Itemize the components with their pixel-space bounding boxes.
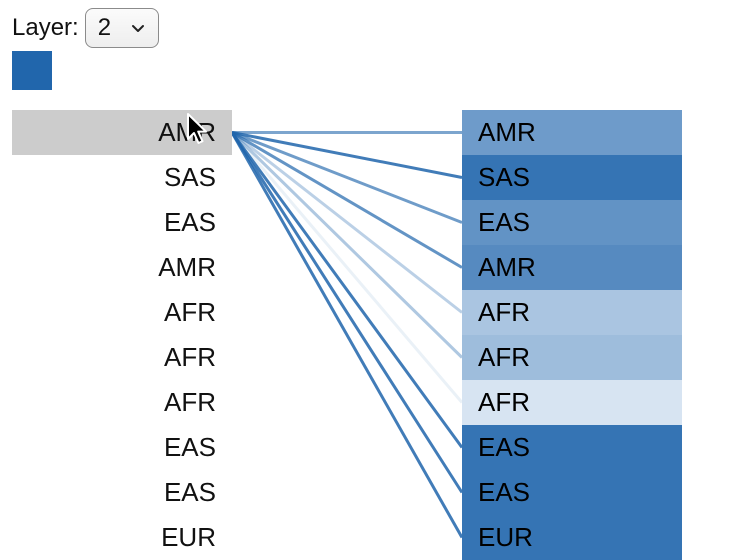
attention-link	[230, 131, 464, 359]
attention-link	[230, 131, 464, 539]
left-token-column: AMR SAS EAS AMR AFR AFR AFR EAS EAS EUR	[12, 110, 232, 560]
left-token[interactable]: EAS	[163, 477, 216, 507]
layer-select-value: 2	[97, 14, 112, 41]
attention-link	[231, 131, 463, 179]
right-token[interactable]: EAS	[462, 200, 682, 245]
left-token[interactable]: EAS	[163, 432, 216, 462]
right-token[interactable]: SAS	[462, 155, 682, 200]
right-token[interactable]: AMR	[462, 110, 682, 155]
left-token[interactable]: AMR	[12, 110, 232, 155]
left-token[interactable]: EUR	[161, 522, 216, 552]
layer-select[interactable]: 2	[84, 8, 159, 48]
left-token[interactable]: AFR	[164, 342, 216, 372]
left-token[interactable]: SAS	[163, 162, 216, 192]
left-token[interactable]: AMR	[158, 252, 216, 282]
chevron-down-icon	[131, 25, 144, 32]
left-token[interactable]: AFR	[164, 297, 216, 327]
head-color-swatch[interactable]	[12, 51, 52, 90]
right-token-column: AMR SAS EAS AMR AFR AFR AFR EAS EAS EUR	[462, 110, 682, 560]
layer-label: Layer:	[12, 14, 79, 41]
attention-link	[230, 131, 464, 449]
attention-link	[230, 131, 464, 404]
right-token[interactable]: EAS	[462, 425, 682, 470]
right-token[interactable]: EUR	[462, 515, 682, 560]
right-token[interactable]: AFR	[462, 335, 682, 380]
right-token[interactable]: AFR	[462, 290, 682, 335]
attention-link	[231, 131, 463, 314]
left-token[interactable]: EAS	[163, 207, 216, 237]
attention-link	[231, 131, 463, 269]
right-token[interactable]: EAS	[462, 470, 682, 515]
layer-controls: Layer: 2	[12, 8, 159, 48]
right-token[interactable]: AFR	[462, 380, 682, 425]
left-token[interactable]: AFR	[164, 387, 216, 417]
right-token[interactable]: AMR	[462, 245, 682, 290]
attention-link	[230, 131, 464, 494]
attention-link	[231, 131, 463, 224]
